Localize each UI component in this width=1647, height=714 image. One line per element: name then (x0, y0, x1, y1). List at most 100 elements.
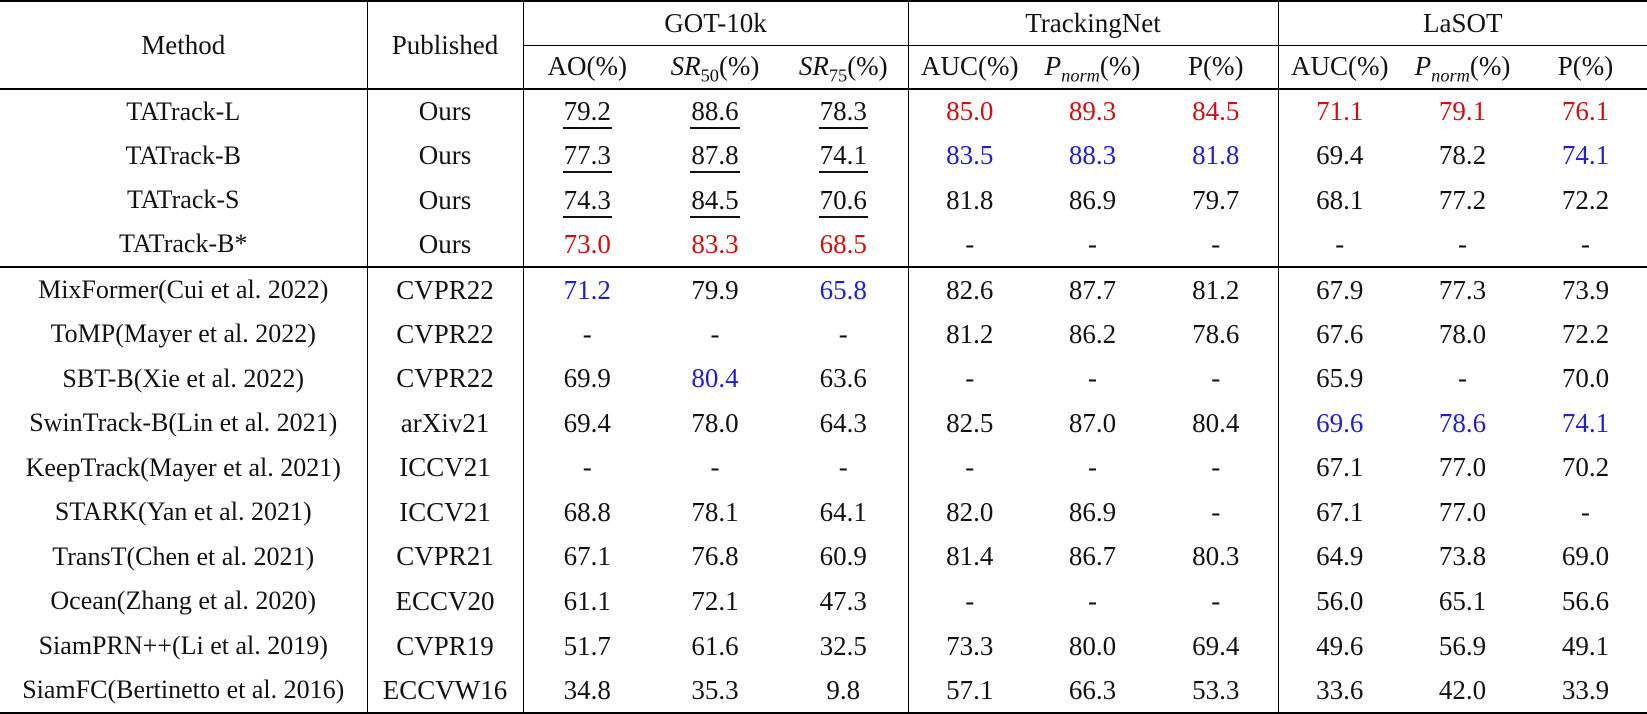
value-cell: 73.0 (523, 222, 651, 269)
value-cell: 76.8 (651, 535, 779, 580)
metric-value: 61.6 (691, 630, 739, 661)
metric-value: 78.1 (691, 496, 739, 527)
value-cell: 33.6 (1278, 668, 1401, 713)
value-cell: 65.1 (1401, 579, 1524, 624)
metric-value: 65.8 (819, 274, 867, 305)
metric-value: - (838, 318, 848, 349)
metric-name: AUC (1291, 51, 1349, 82)
table-row: TATrack-B Ours 77.3 87.8 74.1 83.5 88.3 81.8 69.… (0, 133, 1647, 179)
value-cell: 80.3 (1154, 534, 1279, 580)
metric-value: 65.1 (1438, 585, 1487, 616)
value-cell: 73.8 (1401, 535, 1524, 580)
table-row: MixFormer(Cui et al. 2022) CVPR22 71.2 79.9… (0, 267, 1647, 312)
metric-value: 33.9 (1561, 674, 1610, 705)
published-cell: ECCVW16 (367, 668, 524, 713)
metric-value: 69.4 (563, 407, 611, 438)
metric-value: 76.8 (691, 541, 739, 572)
metric-value: 83.3 (691, 228, 739, 259)
method-name: TATrack-L (126, 96, 241, 126)
value-cell: 78.3 (779, 89, 909, 134)
value-cell: 68.5 (779, 222, 909, 269)
metric-unit: (%) (847, 51, 888, 82)
metric-value: 87.0 (1068, 407, 1117, 438)
metric-value: 69.6 (1316, 407, 1364, 438)
value-cell: 85.0 (908, 89, 1031, 134)
metric-value: - (1458, 228, 1468, 259)
method-name: ToMP(Mayer et al. 2022) (50, 319, 316, 349)
value-cell: 87.8 (651, 134, 779, 179)
metric-value: 66.3 (1068, 674, 1117, 705)
method-name: TATrack-B* (119, 229, 248, 259)
method-cell: TATrack-B* (0, 222, 368, 269)
metric-value: 71.2 (563, 274, 611, 305)
value-cell: - (1031, 579, 1154, 624)
value-cell: - (651, 312, 779, 357)
metric-value: 63.6 (819, 363, 867, 394)
metric-value: - (1088, 585, 1098, 616)
metric-value: - (1581, 228, 1591, 259)
published-venue: ECCV20 (395, 585, 495, 616)
published-cell: CVPR21 (367, 534, 524, 580)
metric-value: - (1088, 363, 1098, 394)
value-cell: 74.1 (1524, 401, 1647, 446)
metric-value: 80.0 (1068, 630, 1117, 661)
metric-header: AUC(%) (1278, 45, 1402, 90)
metric-value: 78.6 (1438, 407, 1487, 438)
value-cell: 70.6 (779, 178, 909, 223)
value-cell: 67.1 (523, 535, 651, 580)
value-cell: 81.4 (908, 535, 1031, 580)
table-row: TransT(Chen et al. 2021) CVPR21 67.1 76.8 60… (0, 534, 1647, 580)
metric-value: 89.3 (1068, 96, 1117, 127)
value-cell: - (1278, 222, 1402, 269)
metric-value: 67.1 (1316, 452, 1364, 483)
value-cell: 53.3 (1154, 668, 1279, 713)
value-cell: 65.8 (779, 267, 909, 312)
metric-subscript: norm (1431, 66, 1470, 86)
table-row: ToMP(Mayer et al. 2022) CVPR22 - - - 81.2 86.2… (0, 311, 1647, 357)
metric-name-italic: P (1414, 51, 1432, 82)
value-cell: 63.6 (779, 356, 909, 401)
value-cell: 70.2 (1524, 446, 1647, 491)
table-row: SiamPRN++(Li et al. 2019) CVPR19 51.7 61.6 3… (0, 623, 1647, 669)
metric-value: 82.5 (946, 407, 994, 438)
metric-value: - (582, 318, 592, 349)
metric-unit: (%) (1348, 51, 1389, 82)
value-cell: - (779, 445, 909, 491)
value-cell: 80.0 (1031, 624, 1154, 669)
metric-value: 78.0 (691, 407, 739, 438)
metric-value: 78.2 (1438, 140, 1487, 171)
value-cell: 78.0 (651, 401, 779, 446)
value-cell: 78.2 (1401, 134, 1524, 179)
table-row: SBT-B(Xie et al. 2022) CVPR22 69.9 80.4 63.6… (0, 356, 1647, 401)
value-cell: 74.3 (523, 178, 651, 223)
metric-value: 80.4 (691, 363, 739, 394)
table-header: Method Published GOT-10k TrackingNet LaSOT A… (0, 1, 1647, 90)
metric-value: 64.1 (819, 496, 867, 527)
value-cell: 67.9 (1278, 267, 1401, 312)
value-cell: - (1524, 490, 1647, 535)
metric-value: 68.1 (1316, 184, 1364, 215)
method-cell: TATrack-S (0, 178, 368, 223)
metric-value: 69.9 (563, 363, 611, 394)
published-cell: CVPR19 (367, 623, 524, 669)
metric-value: 57.1 (946, 674, 994, 705)
value-cell: 82.6 (908, 267, 1031, 312)
value-cell: 78.6 (1154, 311, 1279, 357)
value-cell: 71.2 (523, 267, 651, 312)
method-name: SBT-B(Xie et al. 2022) (62, 363, 305, 393)
metric-value: - (838, 452, 848, 483)
value-cell: 56.9 (1401, 624, 1524, 669)
published-cell: Ours (367, 133, 524, 179)
value-cell: 69.9 (523, 356, 651, 401)
value-cell: 69.0 (1524, 535, 1647, 580)
metric-value: - (965, 228, 975, 259)
value-cell: 78.0 (1401, 312, 1524, 357)
method-cell: STARK(Yan et al. 2021) (0, 490, 368, 535)
value-cell: 49.1 (1524, 624, 1647, 669)
value-cell: 56.6 (1524, 579, 1647, 624)
method-cell: SBT-B(Xie et al. 2022) (0, 356, 368, 401)
metric-value: 81.2 (1192, 274, 1240, 305)
value-cell: 9.8 (779, 668, 909, 713)
metric-value: 53.3 (1192, 674, 1240, 705)
